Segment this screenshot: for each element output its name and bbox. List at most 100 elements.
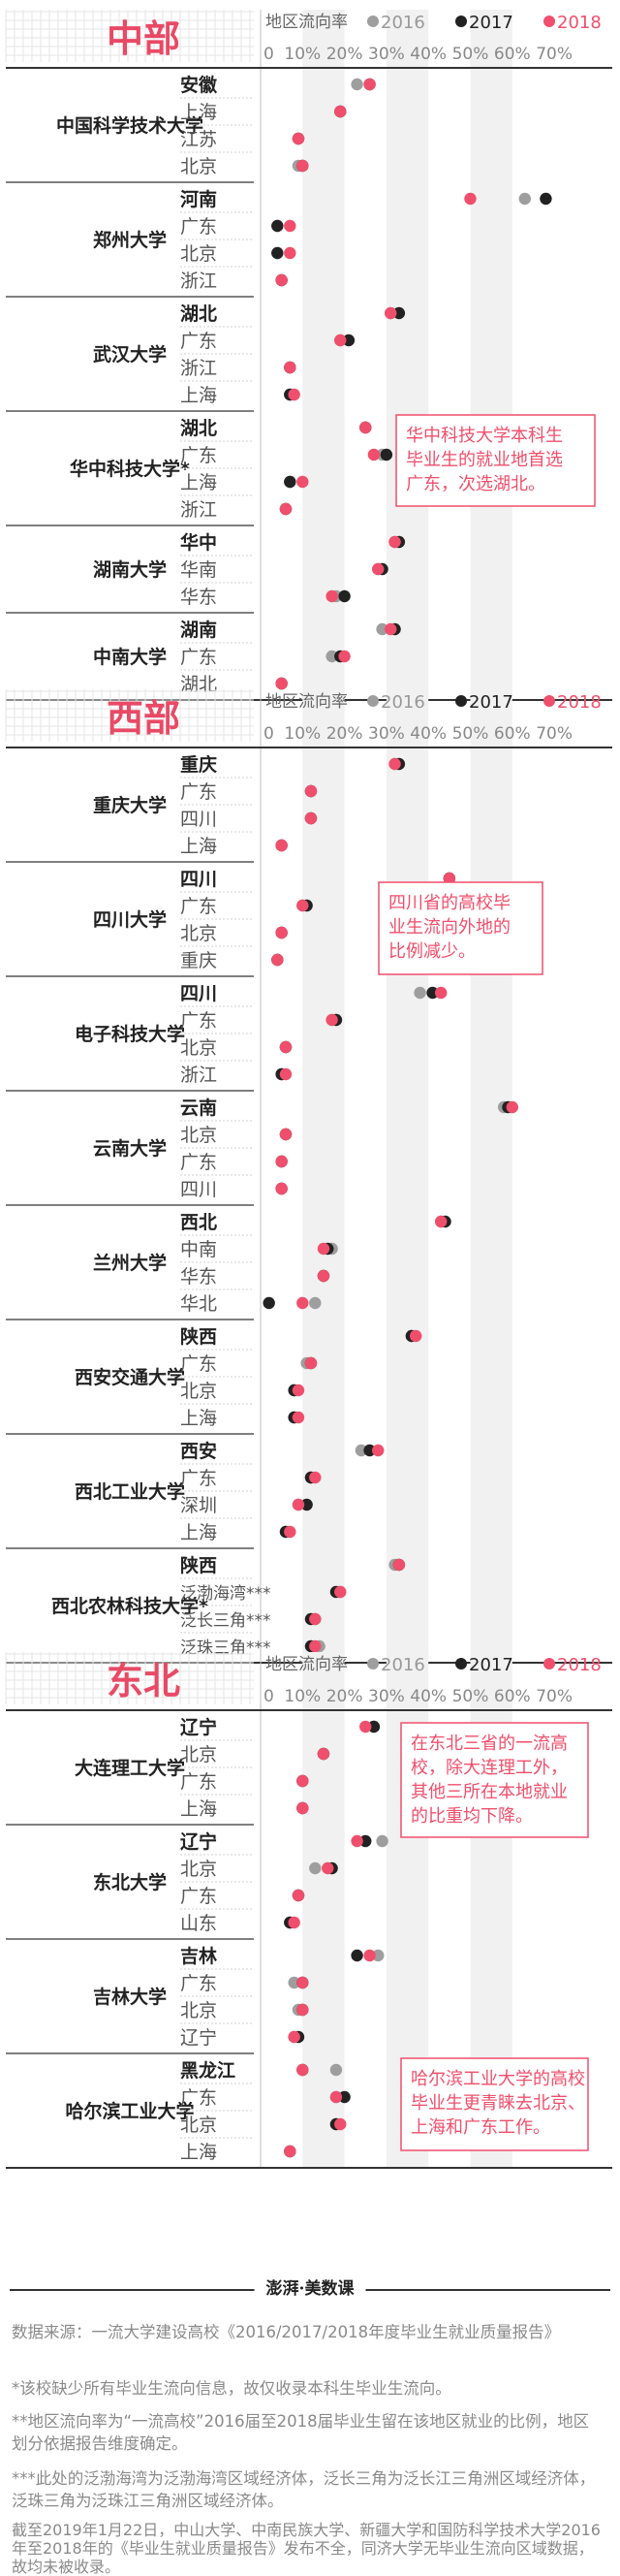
dot-2016 bbox=[351, 78, 363, 91]
annotation-text: 华中科技大学本科生 bbox=[406, 426, 563, 446]
dot-2018 bbox=[392, 1558, 406, 1572]
dot-2016 bbox=[309, 1861, 322, 1875]
dot-2018 bbox=[296, 2063, 309, 2077]
region-label: 西安 bbox=[180, 1440, 217, 1462]
tick-label: 50% bbox=[452, 45, 489, 64]
annotation-text: 的比重均下降。 bbox=[411, 1806, 533, 1827]
dot-2017 bbox=[271, 219, 284, 233]
section-title: 中部 bbox=[107, 17, 180, 60]
dot-2018 bbox=[279, 502, 293, 516]
region-label: 广东 bbox=[180, 1152, 217, 1173]
region-label: 广东 bbox=[180, 216, 217, 238]
university-name: 西北工业大学 bbox=[75, 1480, 185, 1503]
region-label: 湖北 bbox=[180, 303, 217, 325]
legend-label-2017: 2017 bbox=[469, 13, 513, 33]
university-name: 中南大学 bbox=[93, 646, 167, 668]
legend-marker-2018 bbox=[543, 1658, 555, 1670]
region-label: 湖北 bbox=[180, 418, 217, 439]
dot-2018 bbox=[304, 784, 318, 798]
dot-2017 bbox=[300, 1498, 313, 1511]
axis-title: 地区流向率 bbox=[265, 692, 348, 712]
dot-2018 bbox=[372, 1444, 385, 1457]
dot-2018 bbox=[292, 1498, 305, 1511]
dot-2016 bbox=[414, 986, 426, 1000]
dot-2018 bbox=[351, 1834, 363, 1848]
dot-2018 bbox=[434, 1215, 448, 1228]
tick-label: 10% bbox=[284, 724, 321, 744]
region-label: 黑龙江 bbox=[180, 2059, 235, 2082]
region-label: 广东 bbox=[180, 2087, 217, 2109]
region-label: 广东 bbox=[180, 781, 217, 803]
region-label: 浙江 bbox=[180, 1065, 217, 1086]
legend-marker-2016 bbox=[367, 16, 379, 27]
annotation-text: 校，除大连理工外， bbox=[411, 1758, 568, 1778]
tick-label: 40% bbox=[410, 45, 447, 64]
dot-2017 bbox=[359, 1834, 372, 1848]
dot-2018 bbox=[322, 1861, 334, 1875]
dot-2016 bbox=[372, 1949, 385, 1962]
region-label: 北京 bbox=[180, 243, 217, 265]
region-label: 华东 bbox=[180, 1266, 217, 1288]
dot-2018 bbox=[309, 1639, 322, 1653]
tick-label: 50% bbox=[452, 724, 489, 744]
legend-marker-2018 bbox=[543, 695, 555, 707]
dot-2018 bbox=[284, 361, 296, 374]
section-title: 东北 bbox=[107, 1660, 180, 1702]
dot-2017 bbox=[540, 192, 552, 206]
dot-2018 bbox=[275, 1155, 288, 1168]
region-label: 辽宁 bbox=[180, 1830, 217, 1853]
tick-label: 50% bbox=[452, 1687, 489, 1706]
dot-2018 bbox=[296, 1774, 309, 1788]
dot-2017 bbox=[363, 1444, 376, 1457]
dot-2018 bbox=[385, 622, 397, 636]
region-label: 浙江 bbox=[180, 499, 217, 521]
region-label: 西北 bbox=[180, 1212, 217, 1233]
university-name: 郑州大学 bbox=[93, 229, 167, 251]
dot-2018 bbox=[296, 475, 309, 489]
tick-label: 70% bbox=[536, 45, 573, 64]
region-label: 华北 bbox=[180, 1293, 217, 1315]
region-label: 北京 bbox=[180, 156, 217, 177]
data-source: 数据来源：一流大学建设高校《2016/2017/2018年度毕业生就业质量报告》 bbox=[12, 2323, 561, 2341]
legend-marker-2018 bbox=[543, 16, 555, 27]
footnote-4: 截至2019年1月22日，中山大学、中南民族大学、新疆大学和国防科学技术大学20… bbox=[12, 2521, 601, 2576]
region-label: 北京 bbox=[180, 1037, 217, 1059]
university-name: 湖南大学 bbox=[93, 558, 167, 581]
axis-title: 地区流向率 bbox=[265, 13, 348, 32]
dot-2017 bbox=[338, 2090, 351, 2104]
dot-2018 bbox=[359, 1720, 372, 1733]
university-name: 重庆大学 bbox=[93, 794, 167, 816]
tick-label: 20% bbox=[326, 724, 363, 744]
tick-label: 40% bbox=[410, 724, 447, 744]
region-label: 上海 bbox=[180, 2142, 217, 2163]
dot-2018 bbox=[288, 2030, 300, 2044]
region-label: 辽宁 bbox=[180, 2027, 217, 2049]
region-label: 北京 bbox=[180, 1859, 217, 1880]
dot-2018 bbox=[334, 334, 347, 347]
dot-2018 bbox=[317, 1747, 330, 1761]
dot-2018 bbox=[284, 219, 296, 233]
dot-2016 bbox=[376, 1834, 388, 1848]
column-band bbox=[386, 10, 429, 700]
annotation-text: 其他三所在本地就业 bbox=[411, 1782, 568, 1802]
dot-2018 bbox=[271, 953, 284, 967]
university-name: 电子科技大学 bbox=[75, 1023, 185, 1045]
dot-2018 bbox=[372, 562, 385, 576]
region-label: 北京 bbox=[180, 1125, 217, 1146]
dot-2018 bbox=[288, 388, 300, 401]
region-label: 广东 bbox=[180, 445, 217, 466]
annotation-box bbox=[378, 881, 543, 975]
university-name: 西安交通大学 bbox=[75, 1366, 185, 1388]
university-name: 武汉大学 bbox=[93, 343, 167, 366]
region-label: 上海 bbox=[180, 1522, 217, 1543]
dot-2018 bbox=[288, 1916, 300, 1929]
tick-label: 30% bbox=[368, 724, 405, 744]
dot-2018 bbox=[275, 273, 288, 287]
region-label: 吉林 bbox=[180, 1945, 217, 1967]
dot-2018 bbox=[326, 589, 338, 603]
dot-2018 bbox=[506, 1100, 518, 1114]
region-label: 江苏 bbox=[180, 129, 217, 150]
region-label: 广东 bbox=[180, 331, 217, 352]
dot-2016 bbox=[326, 650, 338, 663]
dot-2017 bbox=[338, 589, 351, 603]
